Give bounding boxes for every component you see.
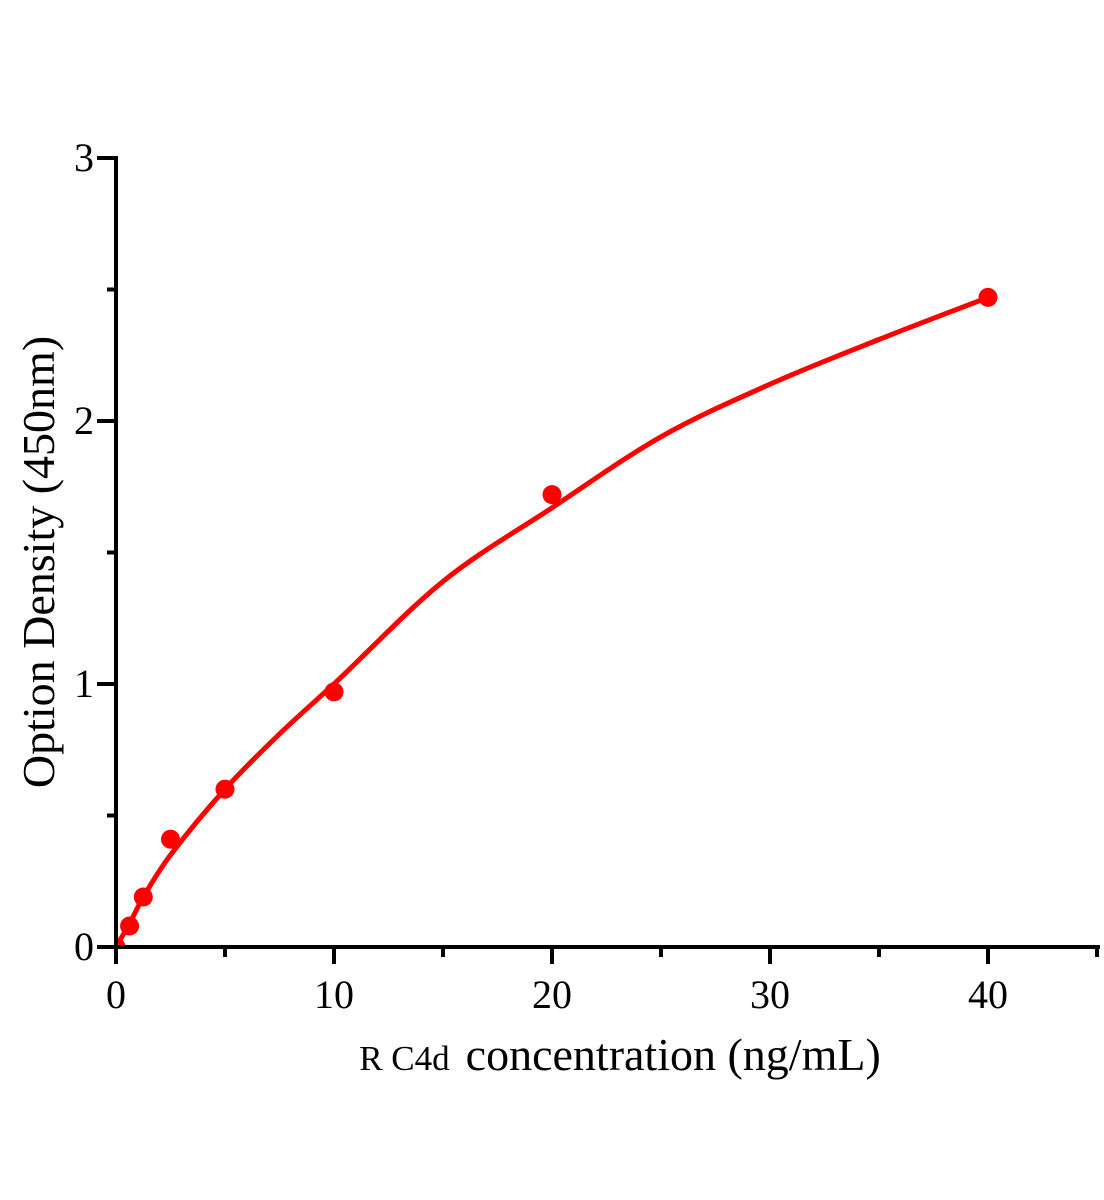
fit-curve-line	[118, 294, 991, 945]
plot-area	[118, 287, 998, 945]
x-tick-label: 10	[314, 972, 354, 1017]
x-tick-label: 40	[968, 972, 1008, 1017]
data-point	[120, 916, 140, 936]
y-tick-label: 2	[74, 398, 94, 443]
x-tick-label: 30	[750, 972, 790, 1017]
x-axis-title-main: concentration (ng/mL)	[465, 1029, 881, 1080]
x-axis-title-prefix: R C4d	[359, 1039, 450, 1078]
y-axis-title: Option Density (450nm)	[13, 335, 64, 789]
data-point	[133, 887, 153, 907]
data-point	[542, 485, 562, 505]
data-point	[215, 779, 235, 799]
y-tick-label: 3	[74, 135, 94, 180]
y-tick-label: 1	[74, 661, 94, 706]
x-axis-title: R C4d concentration (ng/mL)	[359, 1028, 881, 1081]
data-point	[324, 682, 344, 702]
y-tick-label: 0	[74, 924, 94, 969]
x-tick-label: 20	[532, 972, 572, 1017]
data-point	[161, 829, 180, 849]
data-point	[118, 937, 126, 945]
x-tick-label: 0	[106, 972, 126, 1017]
data-point	[978, 287, 998, 307]
